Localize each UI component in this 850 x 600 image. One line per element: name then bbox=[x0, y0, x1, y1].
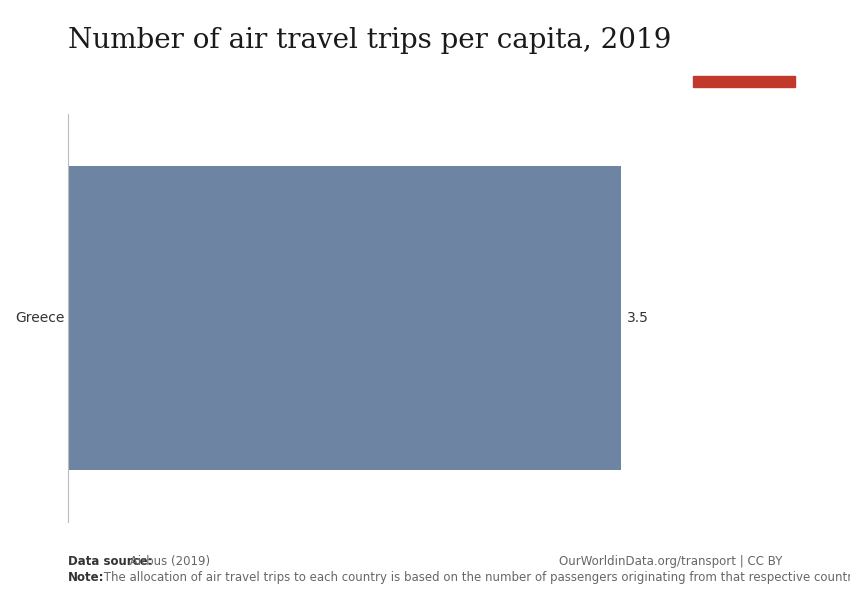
Text: OurWorldinData.org/transport | CC BY: OurWorldinData.org/transport | CC BY bbox=[558, 555, 782, 568]
Text: Note:: Note: bbox=[68, 571, 105, 584]
Bar bbox=[68, 166, 620, 470]
Text: The allocation of air travel trips to each country is based on the number of pas: The allocation of air travel trips to ea… bbox=[100, 571, 850, 584]
Text: Airbus (2019): Airbus (2019) bbox=[126, 555, 210, 568]
Text: in Data: in Data bbox=[720, 52, 768, 65]
Text: Our World: Our World bbox=[711, 33, 777, 46]
Text: Greece: Greece bbox=[15, 311, 65, 325]
Text: 3.5: 3.5 bbox=[627, 311, 649, 325]
Bar bbox=[693, 76, 795, 87]
Text: Data source:: Data source: bbox=[68, 555, 152, 568]
Text: Number of air travel trips per capita, 2019: Number of air travel trips per capita, 2… bbox=[68, 27, 672, 54]
